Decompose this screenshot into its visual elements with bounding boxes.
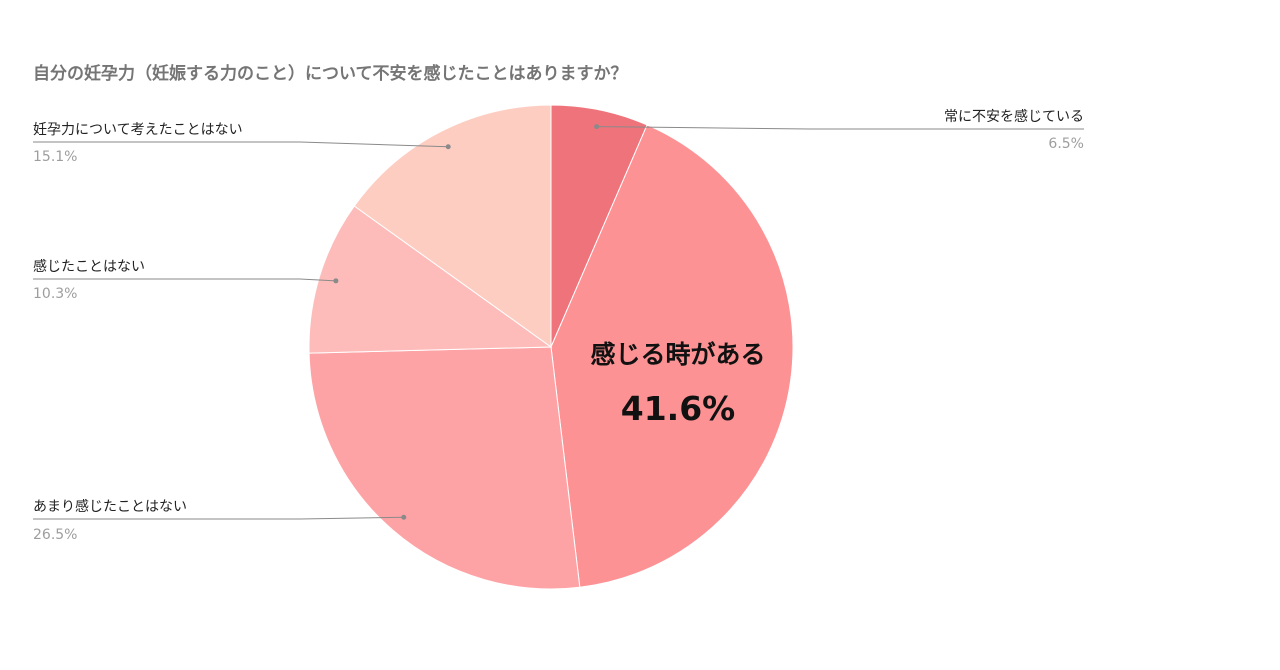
leader-dot-1 — [594, 124, 600, 130]
leader-line-1 — [596, 126, 1084, 130]
pie-slice-3 — [308, 346, 581, 590]
slice-label-5: 妊孕力について考えたことはない — [33, 122, 243, 138]
slice-value-inside: 41.6% — [621, 389, 736, 428]
slice-value-3: 26.5% — [33, 527, 77, 543]
pie-slice-4 — [308, 205, 553, 354]
chart-title: 自分の妊孕力（妊娠する力のこと）について不安を感じたことはありますか？ — [33, 63, 628, 84]
slice-label-inside: 感じる時がある — [590, 340, 765, 369]
slice-label-4: 感じたことはない — [33, 258, 145, 275]
pie-slice-5 — [353, 104, 552, 348]
leader-dot-3 — [401, 514, 407, 520]
pie-slice-2 — [550, 124, 794, 588]
slice-value-1: 6.5% — [1048, 136, 1084, 152]
leader-dot-5 — [445, 144, 451, 150]
leader-line-4 — [33, 278, 336, 282]
slice-label-3: あまり感じたことはない — [33, 498, 187, 515]
pie-slices — [308, 104, 794, 590]
leader-line-3 — [33, 516, 404, 520]
leader-dot-4 — [333, 278, 339, 284]
leader-line-5 — [33, 141, 449, 148]
slice-label-1: 常に不安を感じている — [944, 108, 1084, 125]
slice-value-5: 15.1% — [33, 149, 77, 165]
slice-labels: 常に不安を感じている 6.5% 感じる時がある 41.6% あまり感じたことはない 26.… — [33, 108, 1084, 543]
slice-value-4: 10.3% — [33, 286, 77, 302]
